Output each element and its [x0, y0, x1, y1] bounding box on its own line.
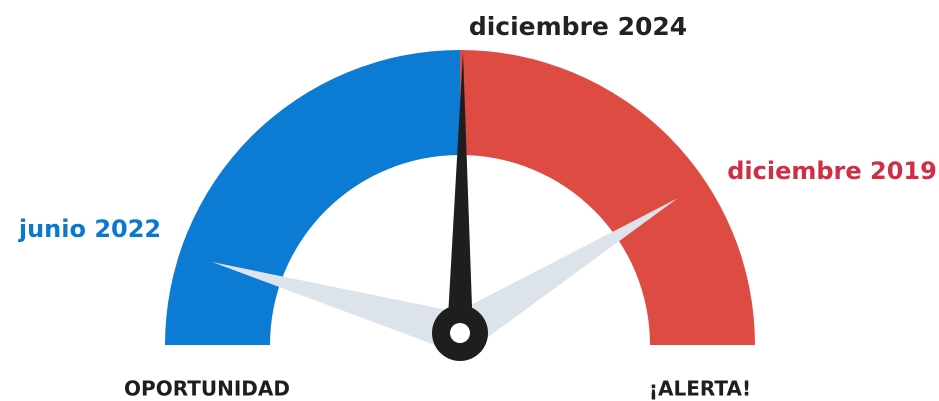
needle-label: junio 2022 [18, 215, 161, 243]
needle-pivot-center [450, 323, 470, 343]
needle-label: diciembre 2019 [727, 157, 937, 185]
needle-main [447, 52, 473, 335]
gauge-right-segment [460, 50, 755, 345]
gauge-left-segment [165, 50, 460, 345]
needle-label: diciembre 2024 [469, 12, 687, 41]
right-label: ¡ALERTA! [649, 377, 751, 401]
needle-left [212, 262, 466, 353]
needle-right [449, 198, 678, 350]
left-label: OPORTUNIDAD [124, 377, 290, 401]
